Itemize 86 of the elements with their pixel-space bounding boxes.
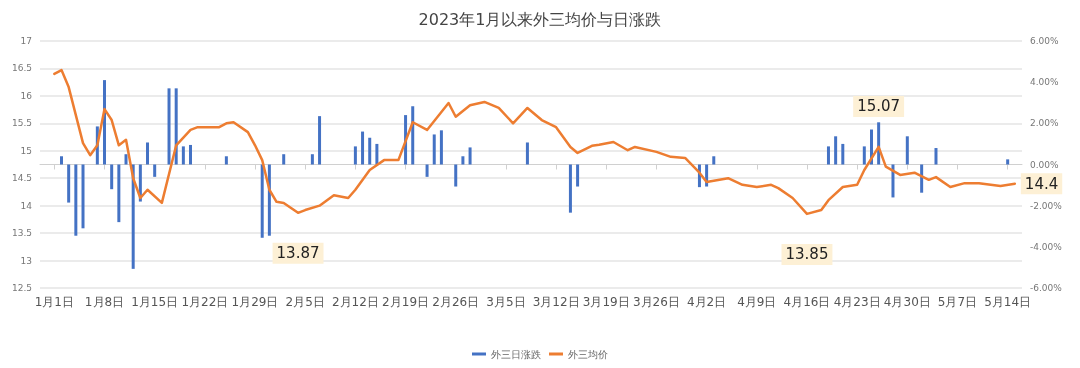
bar: [425, 164, 429, 177]
x-tick-label: 1月22日: [181, 295, 229, 309]
bar: [224, 156, 228, 165]
x-tick-label: 4月23日: [833, 295, 881, 309]
bar: [174, 88, 178, 165]
bar: [712, 156, 716, 165]
y-tick-label: 16.5: [11, 63, 32, 74]
bar: [146, 142, 150, 165]
y-tick-label: 15: [20, 145, 32, 156]
bar: [310, 154, 314, 165]
bar: [826, 146, 830, 165]
data-label: 13.85: [785, 245, 829, 264]
y-tick-label: 16: [20, 90, 33, 101]
chart-title: 2023年1月以来外三均价与日涨跌: [418, 9, 662, 29]
bar: [862, 146, 866, 165]
bar: [361, 131, 365, 165]
x-tick-label: 1月1日: [34, 295, 74, 309]
bar: [74, 164, 78, 236]
x-tick-label: 3月5日: [486, 295, 526, 309]
y2-tick-label: 2.00%: [1030, 118, 1060, 129]
bar: [153, 164, 157, 177]
x-tick-label: 5月7日: [937, 295, 978, 309]
x-tick-label: 3月19日: [582, 295, 630, 309]
x-tick-label: 3月12日: [532, 295, 580, 309]
x-tick-label: 4月9日: [737, 295, 777, 309]
y2-tick-label: 0.00%: [1030, 159, 1060, 170]
y-tick-label: 13.5: [11, 228, 32, 239]
y-tick-label: 17: [20, 36, 32, 46]
y2-tick-label: -4.00%: [1030, 241, 1063, 252]
x-tick-label: 1月29日: [231, 295, 279, 309]
bar: [318, 116, 322, 165]
bar: [1006, 159, 1010, 165]
bar: [131, 164, 135, 269]
bar: [934, 148, 938, 165]
bar: [368, 137, 372, 165]
y-tick-label: 13: [20, 255, 32, 266]
bar: [576, 164, 580, 187]
y-tick-label: 14: [20, 200, 33, 211]
bar: [454, 164, 458, 187]
x-tick-label: 2月5日: [285, 295, 325, 309]
data-label: 15.07: [857, 97, 901, 116]
y-tick-label: 14.5: [11, 173, 32, 184]
bar: [841, 143, 845, 165]
bar: [439, 130, 443, 165]
y2-tick-label: -6.00%: [1030, 283, 1063, 293]
bar: [67, 164, 71, 203]
bar: [260, 164, 264, 238]
bar: [375, 143, 379, 165]
x-tick-label: 4月2日: [686, 295, 727, 309]
bar: [60, 156, 63, 165]
bar: [181, 146, 185, 165]
y-tick-label: 15.5: [11, 118, 32, 129]
data-label: 14.4: [1024, 174, 1059, 193]
legend-label: 外三均价: [568, 348, 608, 360]
x-tick-label: 4月30日: [883, 295, 931, 309]
bar: [282, 154, 286, 165]
x-tick-label: 2月19日: [382, 295, 430, 309]
bar: [568, 164, 572, 213]
bar: [124, 154, 128, 165]
bar: [834, 136, 838, 165]
x-tick-label: 3月26日: [632, 295, 680, 309]
bar: [468, 147, 472, 165]
bar: [905, 136, 909, 165]
bar: [167, 88, 171, 165]
x-tick-label: 5月14日: [984, 295, 1032, 309]
x-tick-label: 1月15日: [131, 295, 179, 309]
x-tick-label: 2月26日: [432, 295, 480, 309]
y2-tick-label: 4.00%: [1030, 77, 1060, 88]
x-tick-label: 4月16日: [783, 295, 831, 309]
line-series: [53, 68, 1017, 216]
bar: [117, 164, 121, 223]
x-tick-label: 2月12日: [331, 295, 379, 309]
y2-tick-label: -2.00%: [1030, 200, 1063, 211]
bar: [189, 144, 193, 165]
bar: [353, 146, 357, 165]
y2-tick-label: 6.00%: [1030, 36, 1060, 46]
bar: [432, 134, 436, 165]
x-tick-label: 1月8日: [84, 295, 125, 309]
bar: [81, 164, 85, 229]
bar: [110, 164, 114, 190]
bar: [525, 142, 529, 165]
y-tick-label: 12.5: [11, 283, 32, 293]
data-label: 13.87: [276, 244, 320, 263]
bar: [461, 156, 465, 165]
legend-label: 外三日涨跌: [491, 348, 541, 360]
bar: [411, 106, 415, 165]
